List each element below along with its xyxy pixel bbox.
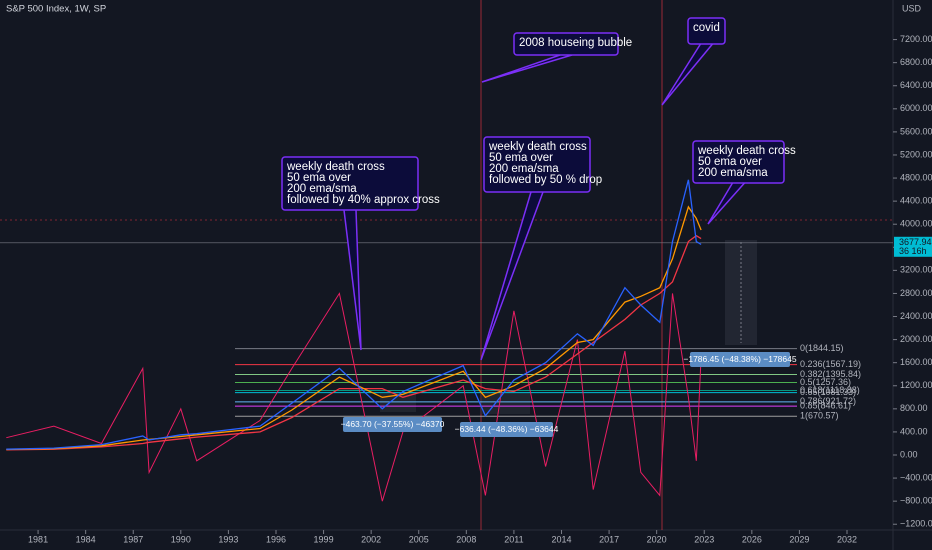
measure-box <box>690 352 790 367</box>
y-tick-label: 1600.00 <box>900 357 932 367</box>
fib-label: 0.85(846.61) <box>800 401 851 411</box>
y-tick-label: −800.00 <box>900 496 932 506</box>
fib-label: 0.5(1257.36) <box>800 377 851 387</box>
x-tick-label: 1981 <box>28 534 48 544</box>
y-tick-label: 4000.00 <box>900 219 932 229</box>
y-tick-label: 2400.00 <box>900 311 932 321</box>
y-tick-label: 3200.00 <box>900 265 932 275</box>
y-tick-label: −1200.00 <box>900 519 932 529</box>
y-tick-label: 4800.00 <box>900 172 932 182</box>
fib-label: 0.786(921.72) <box>800 396 856 406</box>
x-tick-label: 2008 <box>456 534 476 544</box>
measure-label: −1786.45 (−48.38%) −178645 <box>683 354 796 364</box>
measure-label: −463.70 (−37.55%) −46370 <box>341 419 445 429</box>
x-tick-label: 2020 <box>647 534 667 544</box>
x-tick-label: 2011 <box>504 534 523 544</box>
x-tick-label: 2032 <box>837 534 857 544</box>
callout-pointer <box>707 182 746 225</box>
callout-box <box>513 32 619 56</box>
callout-text: 200 ema/sma <box>489 163 559 175</box>
series-line <box>6 234 702 451</box>
x-tick-label: 1993 <box>218 534 238 544</box>
price-tag-value: 3677.94 <box>899 237 932 247</box>
price-tag-countdown: 36 16h <box>899 246 927 256</box>
currency: USD <box>902 3 922 13</box>
x-tick-label: 2023 <box>694 534 714 544</box>
symbol-title[interactable]: S&P 500 Index, 1W, SP <box>6 4 106 15</box>
x-tick-label: 2017 <box>599 534 619 544</box>
y-tick-label: 2800.00 <box>900 288 932 298</box>
callout-text: 200 ema/sma <box>287 183 357 195</box>
callout-box <box>692 140 785 184</box>
callout-pointer <box>661 43 714 106</box>
fib-label: 0.236(1567.19) <box>800 359 861 369</box>
fib-label: 1(670.57) <box>800 411 839 421</box>
callout-box <box>483 136 591 193</box>
x-tick-label: 2002 <box>361 534 381 544</box>
y-tick-label: 400.00 <box>900 426 928 436</box>
measure-box <box>343 417 442 432</box>
y-tick-label: 800.00 <box>900 403 928 413</box>
x-tick-label: 1999 <box>314 534 334 544</box>
measure-box <box>460 422 553 437</box>
x-tick-label: 2029 <box>789 534 809 544</box>
callout-pointer <box>480 191 544 361</box>
callout-box <box>281 156 419 211</box>
fib-label: 0.65(1081.33) <box>800 387 856 397</box>
fib-label: 0.618(1118.88) <box>800 385 860 395</box>
callout-pointer <box>343 209 362 351</box>
y-tick-label: 6800.00 <box>900 57 932 67</box>
callout-text: followed by 50 % drop <box>489 174 602 186</box>
fib-label: 0(1844.15) <box>800 343 844 353</box>
series-line <box>6 179 702 450</box>
callout-text: 50 ema over <box>287 172 351 184</box>
x-tick-label: 1996 <box>266 534 286 544</box>
callout-pointer <box>481 54 573 83</box>
y-tick-label: −400.00 <box>900 472 932 482</box>
measure-zone <box>480 392 530 414</box>
y-tick-label: 5600.00 <box>900 126 932 136</box>
measure-label: −636.44 (−48.36%) −63644 <box>455 424 559 434</box>
callout-text: weekly death cross <box>697 145 796 157</box>
series-line <box>6 292 702 502</box>
y-tick-label: 6400.00 <box>900 80 932 90</box>
y-tick-label: 5200.00 <box>900 149 932 159</box>
fib-label: 0.382(1395.84) <box>800 369 861 379</box>
y-tick-label: 7200.00 <box>900 34 932 44</box>
callout-text: weekly death cross <box>488 141 587 153</box>
x-tick-label: 1990 <box>171 534 191 544</box>
x-tick-label: 2014 <box>551 534 571 544</box>
x-tick-label: 1987 <box>123 534 143 544</box>
callout-text: covid <box>693 22 720 34</box>
price-tag <box>894 236 932 257</box>
callout-text: 2008 houseing bubble <box>519 37 632 49</box>
x-tick-label: 1984 <box>76 534 96 544</box>
y-tick-label: 2000.00 <box>900 334 932 344</box>
y-tick-label: 4400.00 <box>900 196 932 206</box>
y-tick-label: 6000.00 <box>900 103 932 113</box>
x-tick-label: 2005 <box>409 534 429 544</box>
callout-text: 50 ema over <box>489 152 553 164</box>
callout-box <box>687 17 726 45</box>
callout-text: 50 ema over <box>698 156 762 168</box>
callout-text: followed by 40% approx cross <box>287 194 440 206</box>
y-tick-label: 1200.00 <box>900 380 932 390</box>
x-tick-label: 2026 <box>742 534 762 544</box>
callout-text: 200 ema/sma <box>698 167 768 179</box>
callout-text: weekly death cross <box>286 161 385 173</box>
y-tick-label: 0.00 <box>900 449 918 459</box>
